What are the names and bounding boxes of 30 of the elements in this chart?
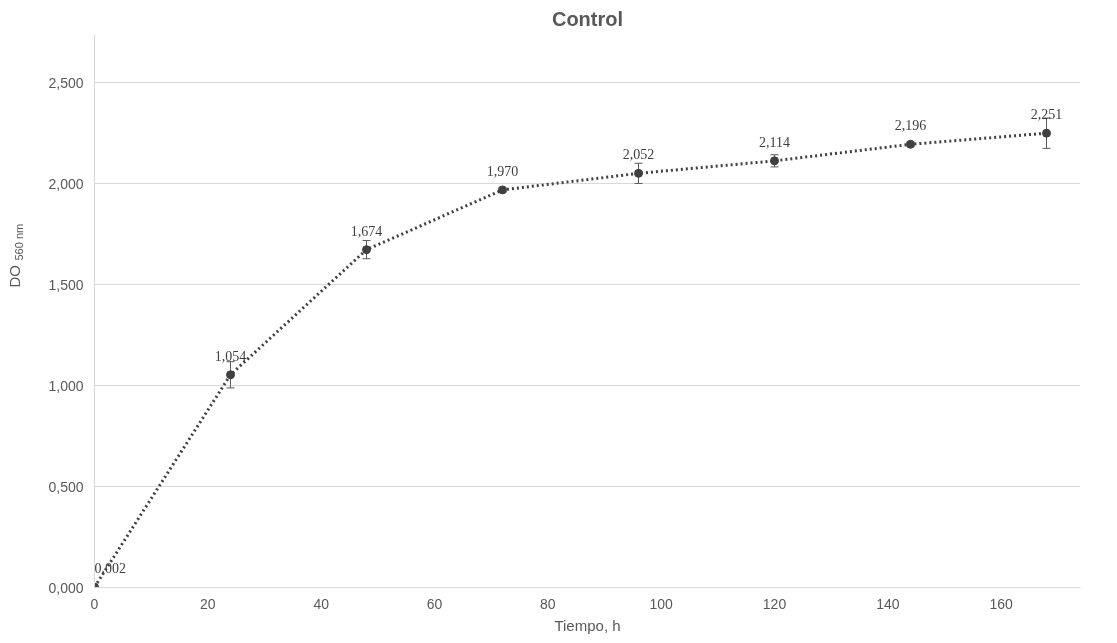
y-tick-label: 0,500 xyxy=(48,478,84,495)
x-tick-label: 100 xyxy=(649,595,674,612)
point xyxy=(634,168,643,178)
y-tick-label: 1,500 xyxy=(48,276,84,293)
data-label: 1,054 xyxy=(214,348,247,364)
data-label: 2,251 xyxy=(1030,107,1063,123)
y-axis-title: DO560 nm xyxy=(6,223,25,288)
y-tick-label: 2,500 xyxy=(48,74,84,91)
x-tick-label: 40 xyxy=(313,595,330,612)
point xyxy=(1042,128,1051,138)
data-label: 1,674 xyxy=(350,223,383,239)
data-label: 1,970 xyxy=(486,163,519,179)
point xyxy=(362,245,371,255)
y-tick-label: 1,000 xyxy=(48,377,84,394)
x-tick-label: 80 xyxy=(540,595,556,612)
x-tick-label: 140 xyxy=(876,595,900,612)
data-label: 0,002 xyxy=(94,561,126,577)
data-label: 2,196 xyxy=(894,118,927,134)
chart-title: Control xyxy=(551,7,624,30)
data-label: 2,114 xyxy=(759,134,790,150)
y-tick-label: 0,000 xyxy=(48,579,84,596)
x-tick-label: 160 xyxy=(989,595,1014,612)
data-label: 2,052 xyxy=(622,147,655,163)
y-tick-label: 2,000 xyxy=(48,175,84,192)
x-tick-label: 0 xyxy=(90,595,99,612)
point xyxy=(226,370,235,380)
x-tick-label: 60 xyxy=(426,595,443,612)
x-tick-label: 120 xyxy=(762,595,787,612)
x-tick-label: 20 xyxy=(200,595,216,612)
x-axis-title: Tiempo, h xyxy=(554,616,621,634)
